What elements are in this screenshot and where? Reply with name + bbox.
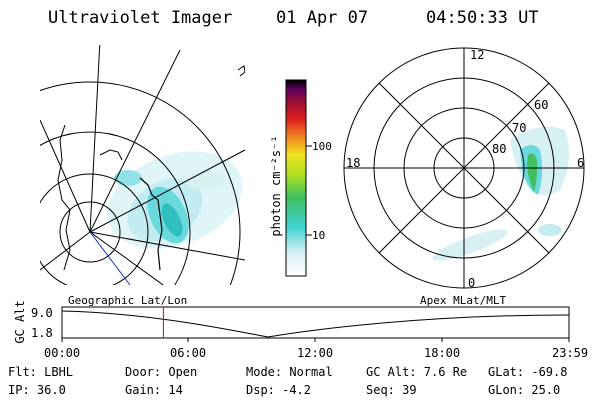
timeline-x-tick-2359: 23:59 [552, 346, 589, 360]
timeline-y-tick-bottom: 1.8 [31, 326, 53, 340]
date-label: 01 Apr 07 [276, 8, 369, 28]
status-mode: Mode: Normal [246, 365, 333, 379]
status-flt: Flt: LBHL [8, 365, 74, 379]
status-door: Door: Open [125, 365, 198, 379]
aurora-emission-geographic [107, 151, 243, 249]
time-label: 04:50:33 UT [426, 8, 539, 28]
mlt-label-18: 18 [346, 156, 361, 170]
instrument-title: Ultraviolet Imager [48, 8, 233, 28]
timeline-x-tick-0000: 00:00 [44, 346, 81, 360]
timeline-y-axis-label: GC Alt [13, 300, 27, 344]
status-dsp: Dsp: -4.2 [246, 383, 312, 397]
colorbar-tick-100: 100 [312, 140, 332, 153]
altitude-curve [61, 310, 570, 338]
colorbar-tick-10: 10 [312, 229, 326, 242]
mlat-label-80: 80 [492, 142, 507, 156]
timeline-y-tick-top: 9.0 [31, 306, 53, 320]
geographic-projection-label: Geographic Lat/Lon [68, 294, 188, 307]
status-seq: Seq: 39 [366, 383, 417, 397]
status-ip: IP: 36.0 [8, 383, 66, 397]
aurora-emission-polar [432, 126, 569, 261]
mlat-label-70: 70 [512, 121, 527, 135]
status-glon: GLon: 25.0 [488, 383, 561, 397]
mlt-label-12: 12 [470, 48, 485, 62]
mlt-label-0: 0 [468, 276, 476, 290]
timeline-x-tick-1800: 18:00 [424, 346, 461, 360]
status-gc-alt: GC Alt: 7.6 Re [366, 365, 468, 379]
mlat-label-60: 60 [534, 98, 549, 112]
status-glat: GLat: -69.8 [488, 365, 568, 379]
timeline-x-tick-1200: 12:00 [297, 346, 334, 360]
mlt-label-6: 6 [577, 156, 585, 170]
apex-projection-label: Apex MLat/MLT [420, 294, 507, 307]
status-gain: Gain: 14 [125, 383, 183, 397]
timeline-x-tick-0600: 06:00 [170, 346, 207, 360]
